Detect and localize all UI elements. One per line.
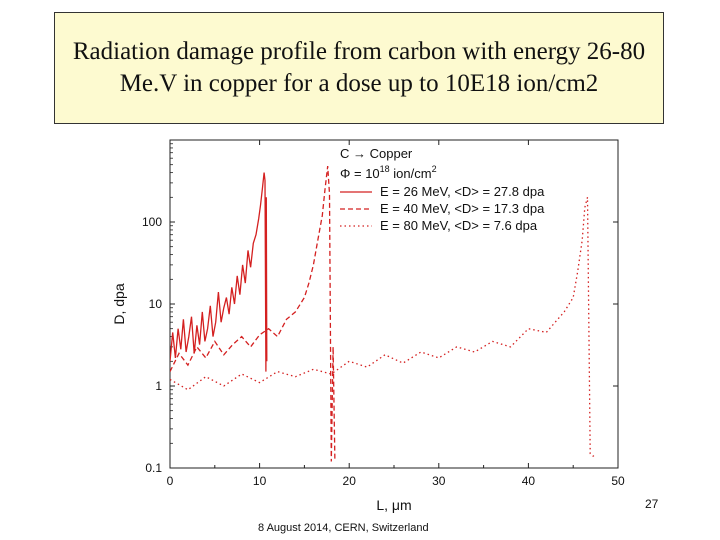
y-tick-label: 10 (149, 297, 163, 311)
y-axis-label: D, dpa (111, 283, 127, 324)
x-tick-label: 0 (167, 474, 174, 488)
series-line-solid (170, 172, 268, 372)
x-tick-label: 50 (611, 474, 625, 488)
legend-entry: E = 80 MeV, <D> = 7.6 dpa (380, 218, 538, 233)
legend-entry: E = 26 MeV, <D> = 27.8 dpa (380, 184, 545, 199)
series-line-dashed (170, 166, 336, 462)
x-axis-label: L, μm (376, 497, 411, 513)
legend-entry: E = 40 MeV, <D> = 17.3 dpa (380, 201, 545, 216)
slide-footer: 8 August 2014, CERN, Switzerland (258, 522, 429, 534)
legend-title-line2: Φ = 1018 ion/cm2 (340, 164, 437, 181)
x-tick-label: 10 (253, 474, 267, 488)
y-tick-label: 0.1 (145, 461, 162, 475)
x-tick-label: 20 (343, 474, 357, 488)
y-tick-label: 100 (142, 215, 162, 229)
slide-title-box: Radiation damage profile from carbon wit… (54, 12, 664, 124)
x-tick-label: 40 (522, 474, 536, 488)
y-tick-label: 1 (155, 379, 162, 393)
page-number: 27 (645, 497, 659, 511)
x-tick-label: 30 (432, 474, 446, 488)
slide-title: Radiation damage profile from carbon wit… (72, 38, 646, 97)
series-line-dotted (170, 197, 596, 457)
legend-title-line1: C → Copper (340, 146, 413, 161)
